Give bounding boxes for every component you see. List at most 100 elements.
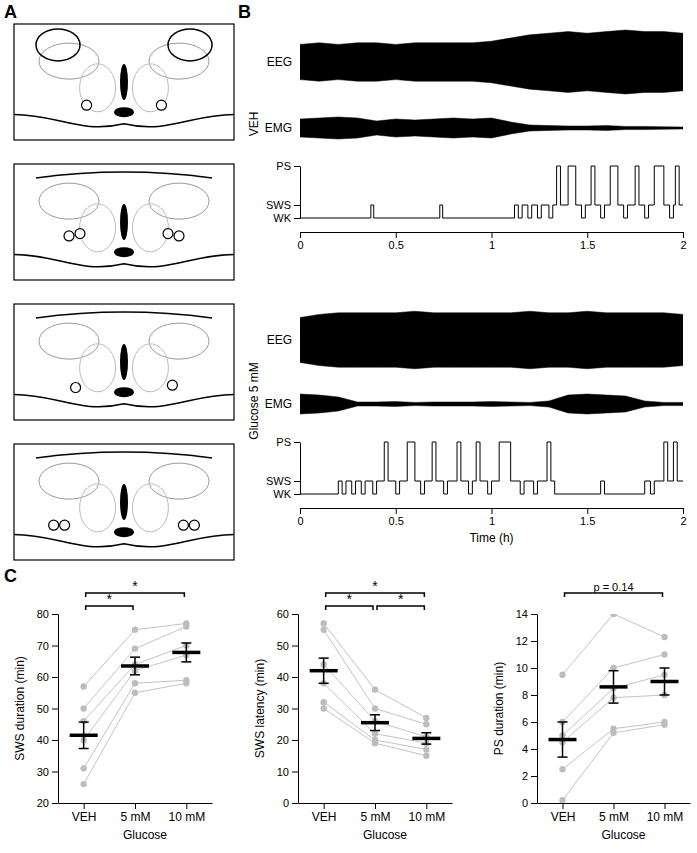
x-axis-title: Glucose bbox=[363, 828, 407, 842]
x-tick-mark bbox=[587, 508, 588, 514]
y-tick-mark bbox=[294, 442, 300, 443]
x-tick-mark bbox=[492, 232, 493, 238]
brain-section bbox=[14, 24, 234, 140]
subject-point bbox=[132, 680, 138, 686]
x-tick-mark bbox=[587, 232, 588, 238]
x-tick: 0.5 bbox=[389, 508, 404, 527]
error-cap bbox=[181, 661, 191, 663]
x-tick-mark bbox=[665, 803, 666, 809]
hypnogram bbox=[300, 442, 683, 494]
subject-point bbox=[372, 705, 378, 711]
mean-bar bbox=[549, 738, 577, 742]
x-tick-label: 5 mM bbox=[121, 810, 151, 824]
subject-point bbox=[661, 651, 667, 657]
y-tick: 20 bbox=[277, 734, 298, 746]
y-tick: SWS bbox=[266, 199, 300, 211]
trace-label: EEG bbox=[267, 55, 292, 69]
y-tick: 50 bbox=[277, 640, 298, 652]
eeg-trace bbox=[300, 311, 683, 369]
subject-point bbox=[320, 627, 326, 633]
subject-line bbox=[84, 680, 187, 768]
y-axis: 0102030405060 bbox=[277, 608, 299, 809]
y-tick: 30 bbox=[277, 703, 298, 715]
y-tick: SWS bbox=[266, 475, 300, 487]
x-tick-label: 1 bbox=[489, 239, 495, 251]
y-tick-mark bbox=[294, 494, 300, 495]
y-tick: 2 bbox=[522, 770, 537, 782]
error-cap bbox=[421, 732, 431, 734]
mean-bar bbox=[412, 737, 440, 741]
x-tick-mark bbox=[300, 232, 301, 238]
y-tick-mark bbox=[531, 749, 537, 750]
x-tick: 5 mM bbox=[121, 803, 151, 824]
subject-point bbox=[320, 620, 326, 626]
x-tick: 1.5 bbox=[580, 508, 595, 527]
subject-point bbox=[610, 614, 616, 617]
y-tick: 4 bbox=[522, 743, 537, 755]
axis-line bbox=[537, 615, 538, 804]
subject-line bbox=[563, 722, 665, 769]
y-tick-mark bbox=[531, 803, 537, 804]
subject-line bbox=[563, 614, 665, 675]
x-axis: 00.511.52 bbox=[297, 508, 686, 527]
y-axis: 20304050607080 bbox=[37, 608, 59, 809]
ventral-outline bbox=[14, 254, 234, 266]
error-cap bbox=[130, 656, 140, 658]
y-tick: 12 bbox=[516, 635, 537, 647]
subject-point bbox=[372, 686, 378, 692]
structure bbox=[132, 204, 168, 252]
plot-area bbox=[300, 311, 683, 494]
x-tick-label: 5 mM bbox=[599, 810, 629, 824]
y-axis-title: SWS duration (min) bbox=[13, 656, 27, 761]
x-tick-mark bbox=[396, 232, 397, 238]
subject-line bbox=[563, 655, 665, 723]
y-tick-mark bbox=[52, 803, 58, 804]
y-tick-mark bbox=[292, 677, 298, 678]
subject-point bbox=[80, 781, 86, 787]
x-tick-label: 0 bbox=[297, 239, 303, 251]
subject-point bbox=[423, 721, 429, 727]
significance-label: * bbox=[132, 578, 138, 594]
y-tick-label: 30 bbox=[37, 766, 49, 778]
injection-site bbox=[189, 520, 199, 530]
y-axis-title: SWS latency (min) bbox=[253, 659, 267, 758]
x-tick-mark bbox=[186, 803, 187, 809]
y-tick-mark bbox=[531, 695, 537, 696]
plot-area bbox=[310, 620, 441, 759]
x-tick: 0 bbox=[297, 232, 303, 251]
structure bbox=[36, 312, 212, 318]
x-tick: 10 mM bbox=[647, 803, 684, 824]
error-cap bbox=[79, 721, 89, 723]
x-tick-mark bbox=[135, 803, 136, 809]
y-tick-mark bbox=[292, 646, 298, 647]
subject-line bbox=[324, 630, 427, 725]
y-tick: 80 bbox=[37, 608, 58, 620]
plot-area bbox=[70, 620, 201, 787]
x-tick: 10 mM bbox=[168, 803, 205, 824]
subject-point bbox=[661, 634, 667, 640]
y-tick: 60 bbox=[37, 671, 58, 683]
structure bbox=[132, 484, 168, 532]
subject-point bbox=[423, 753, 429, 759]
y-tick: 10 bbox=[516, 662, 537, 674]
y-tick-label: WK bbox=[273, 212, 291, 224]
subject-point bbox=[132, 627, 138, 633]
x-tick-label: VEH bbox=[312, 810, 337, 824]
y-tick-mark bbox=[294, 205, 300, 206]
error-cap bbox=[609, 670, 619, 672]
x-tick-label: 5 mM bbox=[361, 810, 391, 824]
mean-bar bbox=[172, 651, 200, 655]
x-tick: 2 bbox=[680, 508, 686, 527]
x-tick-mark bbox=[492, 508, 493, 514]
y-tick: 50 bbox=[37, 703, 58, 715]
x-tick: VEH bbox=[312, 803, 337, 824]
mean-bar bbox=[310, 669, 338, 673]
y-tick-label: 10 bbox=[516, 662, 528, 674]
y-tick-mark bbox=[294, 166, 300, 167]
y-tick-mark bbox=[531, 614, 537, 615]
eeg-trace bbox=[300, 30, 683, 94]
x-tick-mark bbox=[683, 508, 684, 514]
subject-point bbox=[372, 740, 378, 746]
y-tick-label: 2 bbox=[522, 770, 528, 782]
y-tick-mark bbox=[294, 218, 300, 219]
